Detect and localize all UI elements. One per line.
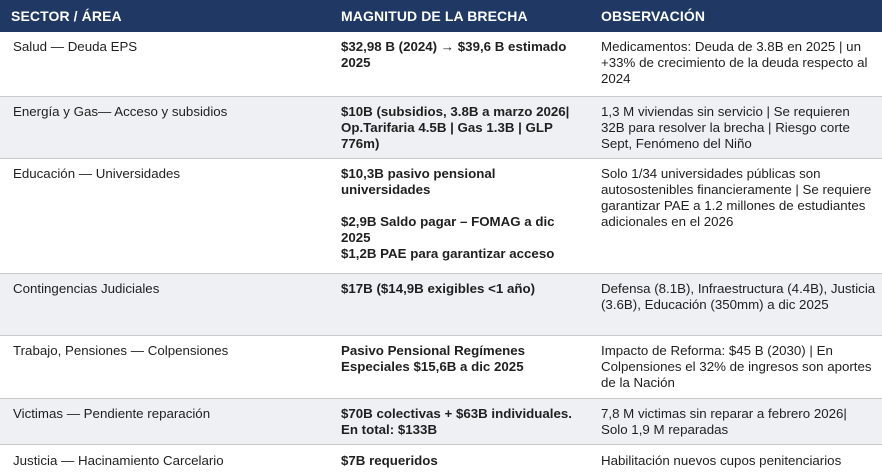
table-row: Educación — Universidades $10,3B pasivo … xyxy=(0,158,882,274)
table-row: Justicia — Hacinamiento Carcelario $7B r… xyxy=(0,444,882,475)
header-magnitude: MAGNITUD DE LA BRECHA xyxy=(330,0,591,32)
table-row: Salud — Deuda EPS $32,98 B (2024) → $39,… xyxy=(0,32,882,97)
cell-observation: Habilitación nuevos cupos penitenciarios xyxy=(601,452,842,468)
cell-magnitude: $32,98 B (2024) → $39,6 B estimado 2025 xyxy=(330,32,591,97)
cell-magnitude: $10B (subsidios, 3.8B a marzo 2026| Op.T… xyxy=(330,96,591,159)
cell-observation: Solo 1/34 universidades públicas son aut… xyxy=(591,158,882,274)
magnitude-text: Pasivo Pensional Regímenes Especiales $1… xyxy=(341,342,526,374)
magnitude-text: $17B ($14,9B exigibles <1 año) xyxy=(341,280,536,296)
cell-sector: Salud — Deuda EPS xyxy=(0,32,330,97)
magnitude-text: $10B (subsidios, 3.8B a marzo 2026| Op.T… xyxy=(341,103,570,151)
cell-magnitude: Pasivo Pensional Regímenes Especiales $1… xyxy=(330,335,591,399)
table-row: Trabajo, Pensiones — Colpensiones Pasivo… xyxy=(0,335,882,399)
table-row: Contingencias Judiciales $17B ($14,9B ex… xyxy=(0,273,882,336)
magnitude-text: $32,98 B (2024) → $39,6 B estimado 2025 xyxy=(341,39,567,70)
cell-magnitude: $7B requeridos xyxy=(330,444,591,475)
cell-sector: Justicia — Hacinamiento Carcelario xyxy=(13,452,224,468)
cell-magnitude: $17B ($14,9B exigibles <1 año) xyxy=(330,273,591,336)
cell-sector: Victimas — Pendiente reparación xyxy=(0,398,330,445)
cell-observation: Medicamentos: Deuda de 3.8B en 2025 | un… xyxy=(591,32,882,97)
cell-observation: Defensa (8.1B), Infraestructura (4.4B), … xyxy=(591,273,882,336)
magnitude-text: $1,2B PAE para garantizar acceso xyxy=(341,245,555,261)
cell-sector: Energía y Gas— Acceso y subsidios xyxy=(0,96,330,159)
cell-observation: Impacto de Reforma: $45 B (2030) | En Co… xyxy=(591,335,882,399)
magnitude-text: $70B colectivas + $63B individuales. En … xyxy=(341,405,572,437)
cell-observation: 1,3 M viviendas sin servicio | Se requie… xyxy=(591,96,882,159)
cell-magnitude: $10,3B pasivo pensional universidades $2… xyxy=(330,158,591,274)
table-body: Salud — Deuda EPS $32,98 B (2024) → $39,… xyxy=(0,32,882,475)
cell-sector: Educación — Universidades xyxy=(0,158,330,274)
header-row: SECTOR / ÁREA MAGNITUD DE LA BRECHA OBSE… xyxy=(0,0,882,32)
magnitude-text: $10,3B pasivo pensional universidades xyxy=(341,165,496,197)
header-sector: SECTOR / ÁREA xyxy=(0,0,330,32)
cell-sector: Trabajo, Pensiones — Colpensiones xyxy=(0,335,330,399)
cell-sector: Contingencias Judiciales xyxy=(0,273,330,336)
magnitude-text: $7B requeridos xyxy=(341,452,438,468)
magnitude-text: $2,9B Saldo pagar – FOMAG a dic 2025 xyxy=(341,213,555,245)
cell-magnitude: $70B colectivas + $63B individuales. En … xyxy=(330,398,591,445)
table-header: SECTOR / ÁREA MAGNITUD DE LA BRECHA OBSE… xyxy=(0,0,882,32)
cell-observation: 7,8 M victimas sin reparar a febrero 202… xyxy=(591,398,882,445)
header-observation: OBSERVACIÓN xyxy=(591,0,882,32)
table-row: Energía y Gas— Acceso y subsidios $10B (… xyxy=(0,96,882,159)
table-row: Victimas — Pendiente reparación $70B col… xyxy=(0,398,882,445)
